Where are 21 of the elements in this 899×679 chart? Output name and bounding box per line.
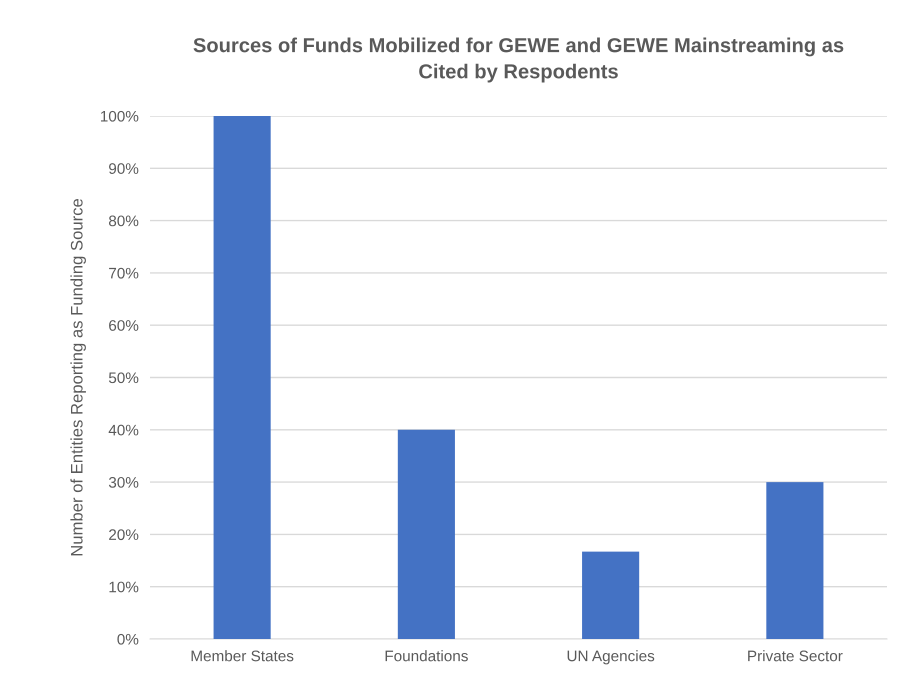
y-tick-label: 60% — [109, 320, 138, 331]
chart-title: Sources of Funds Mobilized for GEWE and GEWE Mainstreaming as Cited by Respodents — [193, 38, 844, 82]
y-tick-label: 30% — [108, 476, 138, 488]
bar — [766, 482, 824, 639]
bar — [214, 116, 271, 639]
x-tick-label: UN Agencies — [568, 650, 654, 664]
y-tick-label: 70% — [109, 268, 138, 279]
y-tick-label: 20% — [109, 529, 138, 540]
y-tick-label: 40% — [108, 424, 138, 436]
x-tick-label: Member States — [192, 650, 294, 662]
y-tick-label: 100% — [100, 110, 138, 122]
y-tick-label: 80% — [108, 215, 138, 226]
y-tick-label: 0% — [117, 634, 138, 645]
bar — [582, 552, 640, 639]
bar — [398, 430, 455, 639]
y-tick-label: 90% — [109, 163, 138, 174]
x-tick-label: Foundations — [386, 650, 468, 662]
y-axis-title: Number of Entities Reporting as Funding Source — [70, 198, 86, 556]
y-tick-label: 10% — [109, 582, 138, 592]
x-tick-label: Private Sector — [748, 650, 843, 662]
y-tick-label: 50% — [108, 372, 138, 384]
